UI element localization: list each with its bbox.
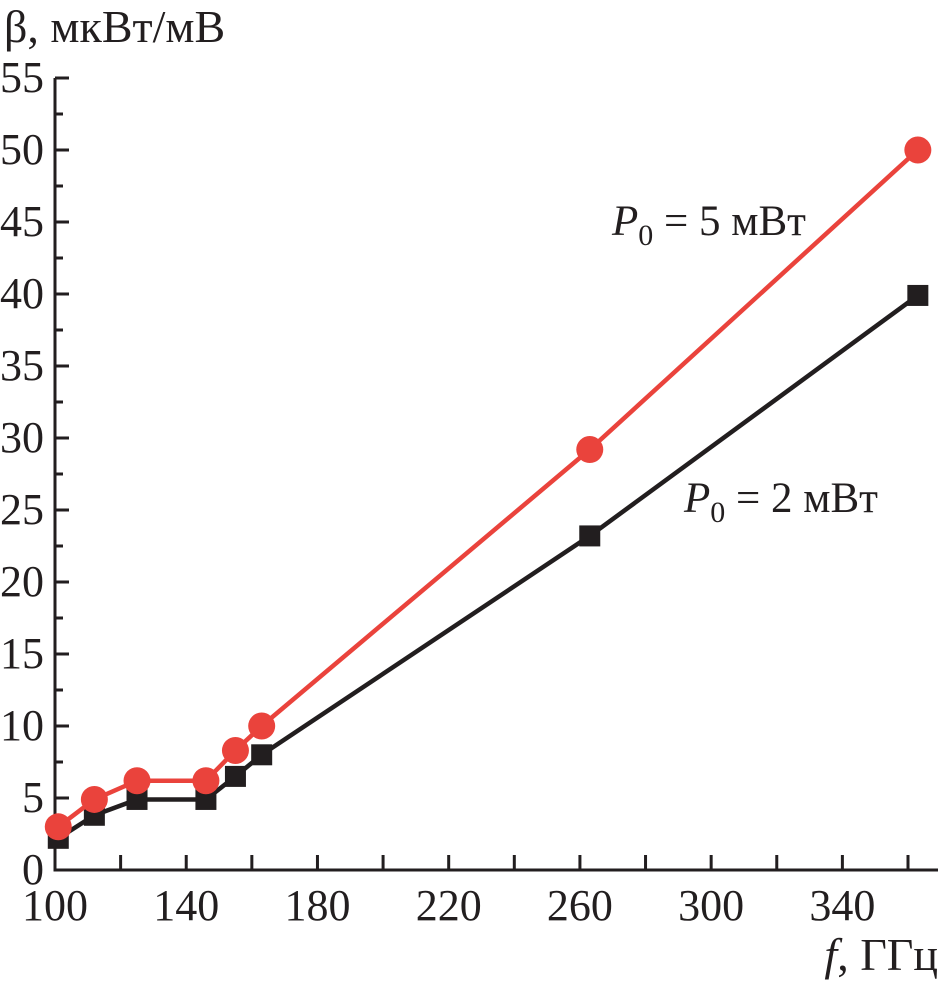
x-tick-label: 260 [547,881,613,930]
data-point-marker [221,736,249,764]
data-point-marker [579,525,601,547]
y-tick-label: 0 [22,845,44,894]
data-point-marker [907,284,929,306]
y-axis-title: β, мкВт/мВ [4,1,225,52]
data-point-marker [192,767,220,795]
y-tick-label: 45 [0,197,44,246]
data-point-marker [248,712,276,740]
y-tick-label: 15 [0,629,44,678]
x-tick-label: 180 [284,881,350,930]
x-tick-label: 100 [22,881,88,930]
y-tick-label: 10 [0,701,44,750]
series-label: P0 = 5 мВт [611,198,806,252]
x-tick-label: 220 [416,881,482,930]
data-point-marker [126,788,148,810]
data-point-marker [44,813,72,841]
y-tick-label: 5 [22,773,44,822]
y-tick-label: 35 [0,341,44,390]
data-point-marker [195,788,217,810]
data-point-marker [251,744,273,766]
y-tick-label: 25 [0,485,44,534]
data-point-marker [224,765,246,787]
y-tick-label: 30 [0,413,44,462]
x-tick-label: 340 [809,881,875,930]
data-point-marker [576,436,604,464]
x-axis-title: f, ГГц [824,929,938,980]
x-tick-label: 300 [678,881,744,930]
series-label: P0 = 2 мВт [683,475,878,529]
y-tick-label: 40 [0,269,44,318]
y-tick-label: 55 [0,53,44,102]
data-point-marker [123,767,151,795]
data-point-marker [904,136,932,164]
x-tick-label: 140 [153,881,219,930]
data-point-marker [80,785,108,813]
y-tick-label: 20 [0,557,44,606]
y-tick-label: 50 [0,125,44,174]
